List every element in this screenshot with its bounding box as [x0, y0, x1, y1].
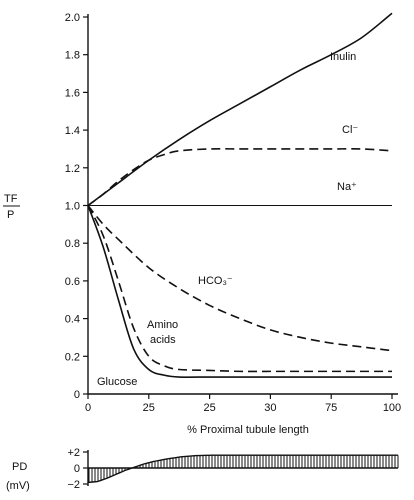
y-tick-label: 1.8 [65, 50, 80, 62]
series-label-hco3: HCO₃⁻ [198, 275, 233, 287]
x-tick-label: 25 [203, 402, 215, 414]
y-tick-label: 1.6 [65, 87, 80, 99]
x-tick-label: 25 [143, 402, 155, 414]
x-axis-title: % Proximal tubule length [187, 424, 309, 436]
series-line-5 [87, 205, 392, 378]
pd-axis-title-bottom: (mV) [6, 480, 30, 492]
series-label-na: Na⁺ [337, 181, 357, 193]
series-line-0 [87, 12, 393, 207]
series-line-3 [87, 204, 393, 352]
series-label-cl: Cl⁻ [342, 124, 358, 136]
series-label-glucose: Glucose [97, 376, 137, 388]
y-tick-label: 1.0 [65, 201, 80, 213]
y-axis-title-bottom: P [7, 209, 14, 221]
x-tick-label: 30 [264, 402, 276, 414]
y-tick-label: 0.6 [65, 276, 80, 288]
pd-curve [87, 454, 398, 484]
pd-y-tick-label: +2 [67, 447, 80, 459]
y-tick-label: 0.8 [65, 238, 80, 250]
pd-panel: +2 0 −2 PD (mV) [6, 447, 399, 492]
pd-area-layer [87, 454, 399, 484]
series-line-4 [87, 205, 392, 373]
y-tick-label: 1.4 [65, 125, 80, 137]
pd-y-tick-label: 0 [74, 463, 80, 475]
y-tick-label: 0.4 [65, 314, 80, 326]
y-axis-title-top: TF [4, 193, 18, 205]
series-layer [87, 12, 393, 378]
series-line-1 [87, 148, 393, 207]
pd-ticks: +2 0 −2 [67, 447, 88, 491]
x-tick-label: 0 [85, 402, 91, 414]
series-label-amino-line1: Amino [147, 319, 178, 331]
main-axes-ticks: 0 0.2 0.4 0.6 0.8 1.0 1.2 1.4 1.6 1.8 2.0 0 25 25 30 75… [65, 12, 401, 414]
y-tick-label: 0 [74, 389, 80, 401]
x-tick-label: 100 [383, 402, 401, 414]
y-tick-label: 0.2 [65, 351, 80, 363]
series-label-inulin: Inulin [330, 51, 356, 63]
pd-y-tick-label: −2 [67, 479, 80, 491]
series-label-amino-line2: acids [150, 334, 176, 346]
y-tick-label: 1.2 [65, 163, 80, 175]
x-tick-label: 75 [325, 402, 337, 414]
y-tick-label: 2.0 [65, 12, 80, 24]
pd-axis-title-top: PD [12, 461, 27, 473]
main-chart: 0 0.2 0.4 0.6 0.8 1.0 1.2 1.4 1.6 1.8 2.0 0 25 25 30 75… [3, 12, 401, 436]
